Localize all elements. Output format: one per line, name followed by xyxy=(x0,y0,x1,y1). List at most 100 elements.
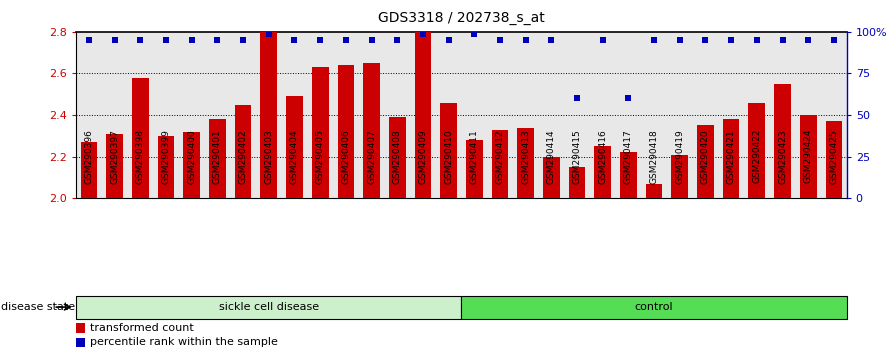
Text: GSM290401: GSM290401 xyxy=(213,129,222,184)
Bar xyxy=(363,63,380,198)
Point xyxy=(698,38,712,43)
Text: GSM290399: GSM290399 xyxy=(161,129,170,184)
Bar xyxy=(461,296,847,319)
Bar xyxy=(235,105,252,198)
Text: GSM290397: GSM290397 xyxy=(110,129,119,184)
Bar xyxy=(286,96,303,198)
Text: sickle cell disease: sickle cell disease xyxy=(219,302,319,312)
Text: GSM290425: GSM290425 xyxy=(830,129,839,184)
Text: GSM290412: GSM290412 xyxy=(495,129,504,184)
Text: transformed count: transformed count xyxy=(90,323,194,333)
Point xyxy=(647,38,661,43)
Text: percentile rank within the sample: percentile rank within the sample xyxy=(90,337,278,348)
Point xyxy=(108,38,122,43)
Text: GSM290408: GSM290408 xyxy=(392,129,401,184)
Bar xyxy=(492,130,508,198)
Text: GSM290417: GSM290417 xyxy=(624,129,633,184)
Text: GDS3318 / 202738_s_at: GDS3318 / 202738_s_at xyxy=(378,11,545,25)
Point xyxy=(801,38,815,43)
Bar xyxy=(440,103,457,198)
Text: GSM290406: GSM290406 xyxy=(341,129,350,184)
Point xyxy=(288,38,302,43)
Bar xyxy=(312,67,329,198)
Text: GSM290424: GSM290424 xyxy=(804,129,813,183)
Bar xyxy=(184,132,200,198)
Point xyxy=(262,31,276,36)
Text: GSM290398: GSM290398 xyxy=(136,129,145,184)
Text: GSM290416: GSM290416 xyxy=(599,129,607,184)
Point xyxy=(236,38,250,43)
Text: GSM290413: GSM290413 xyxy=(521,129,530,184)
Point xyxy=(82,38,96,43)
Point xyxy=(493,38,507,43)
Bar xyxy=(261,32,277,198)
Point xyxy=(570,96,584,101)
Bar xyxy=(594,146,611,198)
Bar xyxy=(107,134,123,198)
Bar xyxy=(697,125,714,198)
Text: GSM290423: GSM290423 xyxy=(778,129,787,184)
Text: GSM290409: GSM290409 xyxy=(418,129,427,184)
Point xyxy=(211,38,225,43)
Bar xyxy=(543,156,560,198)
Bar xyxy=(646,184,662,198)
Point xyxy=(365,38,379,43)
Text: GSM290420: GSM290420 xyxy=(701,129,710,184)
Bar xyxy=(415,32,431,198)
Point xyxy=(621,96,635,101)
Point xyxy=(390,38,404,43)
Bar xyxy=(517,127,534,198)
Bar xyxy=(338,65,354,198)
Bar xyxy=(620,153,637,198)
Text: GSM290415: GSM290415 xyxy=(573,129,582,184)
Point xyxy=(544,38,558,43)
Bar xyxy=(748,103,765,198)
Bar xyxy=(76,338,85,347)
Bar xyxy=(76,296,461,319)
Point xyxy=(416,31,430,36)
Bar xyxy=(774,84,791,198)
Text: GSM290405: GSM290405 xyxy=(315,129,324,184)
Point xyxy=(519,38,533,43)
Bar xyxy=(825,121,842,198)
Point xyxy=(724,38,738,43)
Text: GSM290414: GSM290414 xyxy=(547,129,556,184)
Bar xyxy=(569,167,585,198)
Point xyxy=(750,38,764,43)
Bar xyxy=(671,155,688,198)
Point xyxy=(775,38,789,43)
Text: GSM290404: GSM290404 xyxy=(290,129,299,184)
Text: GSM290418: GSM290418 xyxy=(650,129,659,184)
Text: GSM290411: GSM290411 xyxy=(470,129,478,184)
Text: GSM290422: GSM290422 xyxy=(753,129,762,183)
Bar xyxy=(800,115,816,198)
Point xyxy=(339,38,353,43)
Bar xyxy=(132,78,149,198)
Point xyxy=(313,38,327,43)
Point xyxy=(185,38,199,43)
Point xyxy=(442,38,456,43)
Bar xyxy=(158,136,175,198)
Point xyxy=(673,38,687,43)
Point xyxy=(827,38,841,43)
Point xyxy=(134,38,148,43)
Bar xyxy=(723,119,739,198)
Text: GSM290421: GSM290421 xyxy=(727,129,736,184)
Text: GSM290410: GSM290410 xyxy=(444,129,453,184)
Text: GSM290402: GSM290402 xyxy=(238,129,247,184)
Point xyxy=(596,38,610,43)
Text: GSM290403: GSM290403 xyxy=(264,129,273,184)
Text: GSM290419: GSM290419 xyxy=(676,129,685,184)
Bar xyxy=(466,140,483,198)
Bar xyxy=(81,142,98,198)
Bar xyxy=(209,119,226,198)
Text: GSM290407: GSM290407 xyxy=(367,129,376,184)
Point xyxy=(467,31,481,36)
Text: GSM290400: GSM290400 xyxy=(187,129,196,184)
Point xyxy=(159,38,173,43)
Text: control: control xyxy=(634,302,674,312)
Text: GSM290396: GSM290396 xyxy=(84,129,93,184)
Bar xyxy=(389,117,406,198)
Text: disease state: disease state xyxy=(1,302,75,312)
Bar xyxy=(76,324,85,333)
